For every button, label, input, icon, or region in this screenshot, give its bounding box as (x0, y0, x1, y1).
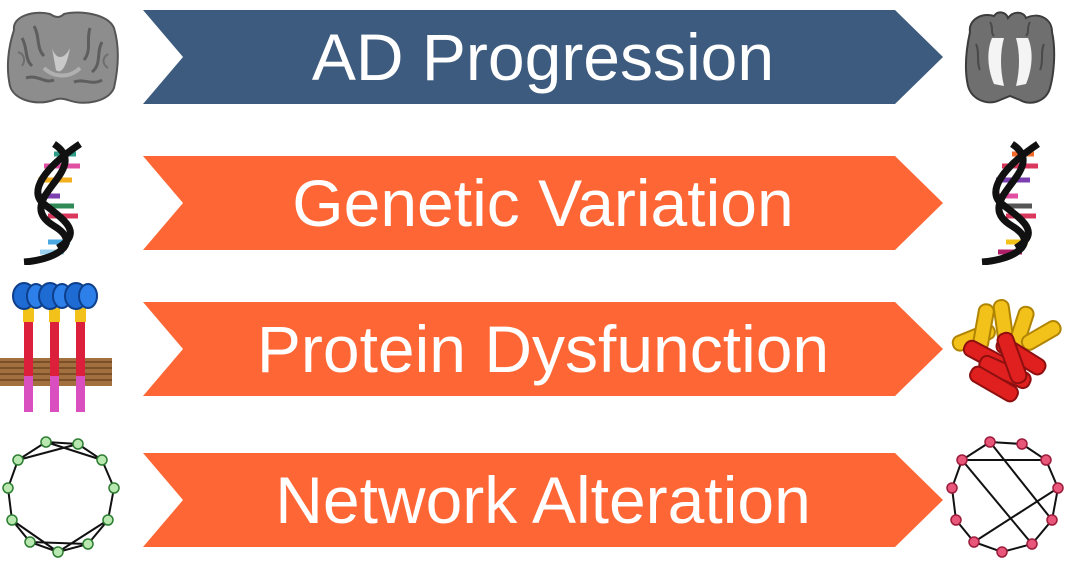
dna-double-helix-icon (14, 140, 94, 266)
variant-dna-double-helix-icon (972, 140, 1052, 266)
row-genetic-variation: Genetic Variation (0, 140, 1069, 266)
row-label: Network Alteration (275, 463, 811, 537)
genetic-variation-arrow-shape (143, 156, 943, 250)
row-ad-progression: AD Progression (0, 8, 1069, 108)
atrophied-brain-section-icon (960, 8, 1060, 108)
row-label: Genetic Variation (292, 166, 794, 240)
healthy-network-icon (2, 436, 120, 558)
altered-network-icon (946, 436, 1064, 558)
network-alteration-arrow: Network Alteration (143, 453, 943, 547)
progression-arrow: AD Progression (143, 10, 943, 104)
row-label: Protein Dysfunction (256, 312, 830, 386)
protein-dysfunction-arrow-shape (143, 302, 943, 396)
genetic-variation-arrow: Genetic Variation (143, 156, 943, 250)
healthy-brain-section-icon (4, 8, 122, 108)
protein-dysfunction-arrow: Protein Dysfunction (143, 302, 943, 396)
membrane-receptors-icon (0, 282, 112, 412)
row-network-alteration: Network Alteration (0, 436, 1069, 558)
row-protein-dysfunction: Protein Dysfunction (0, 282, 1069, 412)
row-label: AD Progression (311, 20, 775, 94)
network-alteration-arrow-shape (143, 453, 943, 547)
progression-arrow-shape (143, 10, 943, 104)
protein-aggregate-icon (948, 298, 1064, 410)
